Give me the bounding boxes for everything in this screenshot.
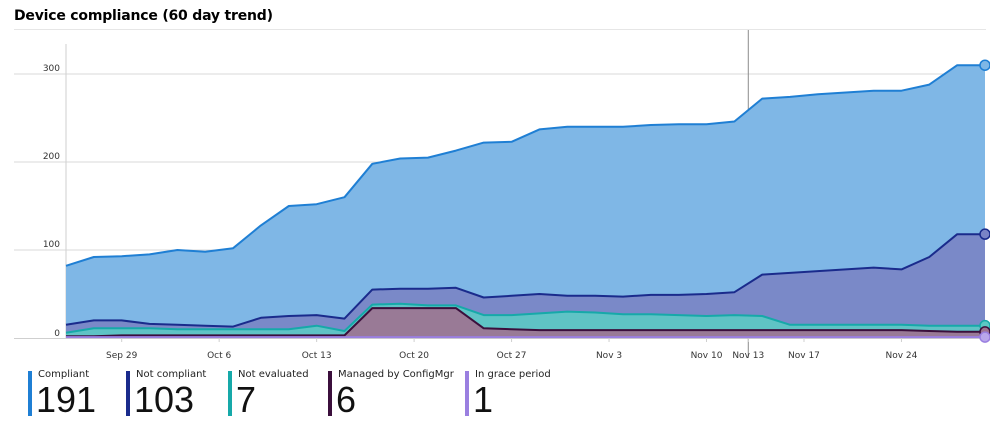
area-not-compliant — [66, 234, 985, 338]
area-compliant — [66, 65, 985, 338]
x-axis-labels: Sep 29 Oct 6 Oct 13 Oct 20 Oct 27 Nov 3 Nov 10… — [106, 338, 918, 361]
y-tick-label: 100 — [43, 240, 60, 250]
legend-label: Not evaluated — [238, 369, 309, 380]
legend-swatch — [465, 371, 469, 416]
title-divider — [14, 29, 986, 30]
legend-value: 191 — [36, 379, 97, 420]
y-tick-label: 200 — [43, 152, 60, 162]
legend-value: 6 — [336, 379, 357, 420]
legend-swatch — [28, 371, 32, 416]
legend-value: 1 — [473, 379, 494, 420]
legend-swatch — [328, 371, 332, 416]
chart-markers — [979, 59, 990, 343]
x-tick-label: Nov 10 — [691, 351, 723, 361]
end-marker — [979, 331, 990, 343]
end-marker — [979, 228, 990, 240]
y-tick-label: 300 — [43, 64, 60, 74]
legend-value: 103 — [134, 379, 195, 420]
chart-title: Device compliance (60 day trend) — [14, 8, 273, 24]
x-tick-label: Oct 6 — [207, 351, 231, 361]
end-marker — [979, 59, 990, 71]
line-not-compliant — [65, 233, 985, 328]
legend-label: Not compliant — [136, 369, 207, 380]
legend-label: In grace period — [475, 369, 551, 380]
y-tick-label: 0 — [54, 329, 60, 339]
legend-swatch — [126, 371, 130, 416]
legend-label: Compliant — [38, 369, 90, 380]
line-compliant — [65, 64, 985, 267]
legend-label: Managed by ConfigMgr — [338, 369, 454, 380]
x-tick-label: Oct 20 — [399, 351, 429, 361]
x-tick-label: Nov 13 — [732, 351, 764, 361]
y-axis-labels: 0 100 200 300 — [43, 64, 60, 339]
chart-legend: Compliant 191 Not compliant 103 Not eval… — [28, 368, 968, 420]
compliance-area-chart[interactable]: 0 100 200 300 Sep 29 Oct 6 Oct 13 Oct 20 Oct 27… — [0, 0, 990, 368]
line-managed-by-configmgr — [66, 307, 985, 338]
x-tick-label: Sep 29 — [106, 351, 138, 361]
line-not-evaluated — [65, 302, 985, 334]
x-tick-label: Nov 17 — [788, 351, 820, 361]
x-tick-label: Nov 3 — [596, 351, 622, 361]
legend-swatch — [228, 371, 232, 416]
x-tick-label: Oct 27 — [497, 351, 527, 361]
x-tick-label: Nov 24 — [886, 351, 918, 361]
chart-lines — [65, 64, 985, 339]
x-tick-label: Oct 13 — [302, 351, 332, 361]
legend-value: 7 — [236, 379, 257, 420]
chart-areas — [66, 65, 985, 338]
